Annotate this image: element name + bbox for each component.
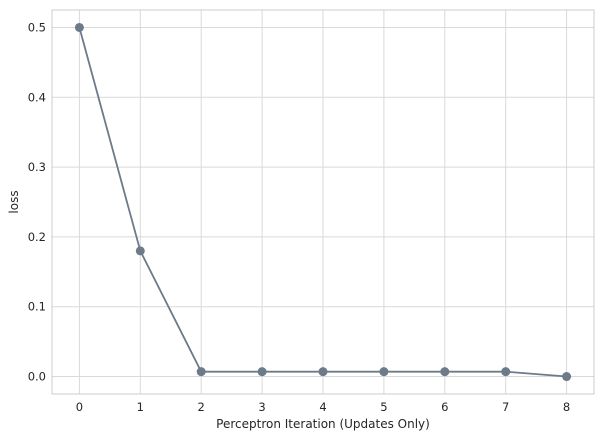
data-point — [135, 246, 145, 256]
plot-frame — [51, 9, 595, 395]
data-point — [196, 367, 206, 377]
x-tick-label: 4 — [319, 400, 326, 414]
data-point — [562, 372, 572, 382]
y-tick-label: 0.1 — [28, 300, 46, 314]
y-tick-label: 0.5 — [28, 20, 46, 34]
data-point — [257, 367, 267, 377]
x-tick-label: 6 — [441, 400, 448, 414]
data-point — [74, 22, 84, 32]
x-tick-label: 7 — [502, 400, 509, 414]
data-point — [318, 367, 328, 377]
y-tick-label: 0.0 — [28, 370, 46, 384]
data-point — [501, 367, 511, 377]
x-tick-label: 3 — [258, 400, 265, 414]
tick-labels: 0 1 2 3 4 5 6 7 8 0.0 0.1 0.2 0.3 0.4 0.5 — [28, 20, 571, 414]
x-axis-label: Perceptron Iteration (Updates Only) — [216, 417, 430, 431]
x-tick-label: 2 — [198, 400, 205, 414]
y-axis-label: loss — [7, 190, 21, 213]
x-tick-label: 0 — [76, 400, 83, 414]
x-tick-label: 1 — [137, 400, 144, 414]
x-tick-label: 8 — [563, 400, 570, 414]
series-layer — [74, 22, 572, 382]
data-point — [440, 367, 450, 377]
y-tick-label: 0.4 — [28, 90, 46, 104]
y-tick-label: 0.2 — [28, 230, 46, 244]
y-tick-label: 0.3 — [28, 160, 46, 174]
x-tick-label: 5 — [380, 400, 387, 414]
data-point — [379, 367, 389, 377]
grid — [52, 10, 594, 394]
